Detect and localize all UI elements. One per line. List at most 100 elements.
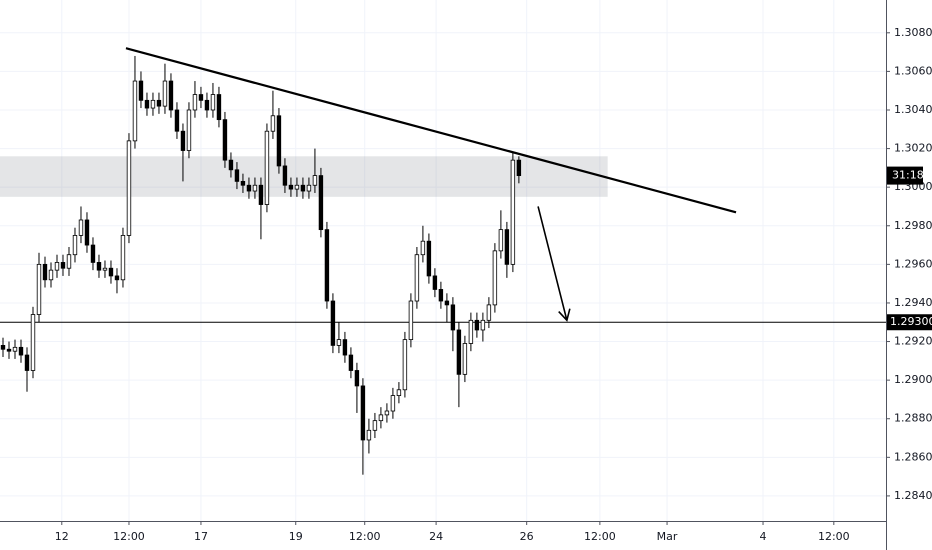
candle-body <box>420 240 426 256</box>
candle-body <box>36 263 42 315</box>
candle-body <box>468 319 474 344</box>
x-tick-label: 12:00 <box>584 530 616 543</box>
candle-body <box>234 169 240 182</box>
line-price-label: 1.29300 <box>890 315 932 328</box>
candle-body <box>186 109 192 151</box>
candle-body <box>270 115 276 132</box>
candle-body <box>180 130 186 151</box>
candle-body <box>408 300 414 341</box>
candle-body <box>132 80 138 142</box>
candle-body <box>18 346 24 356</box>
candle-body <box>438 289 444 302</box>
y-tick-label: 1.28400 <box>894 489 932 502</box>
x-tick-label: 26 <box>520 530 534 543</box>
y-tick-label: 1.28600 <box>894 450 932 463</box>
candle-body <box>258 184 264 205</box>
candle-body <box>300 184 306 192</box>
y-tick-label: 1.29800 <box>894 219 932 232</box>
x-tick-label: Mar <box>657 530 678 543</box>
candle-body <box>210 94 216 111</box>
y-tick-label: 1.30200 <box>894 142 932 155</box>
x-tick-label: 12:00 <box>113 530 145 543</box>
y-tick-label: 1.30400 <box>894 103 932 116</box>
candle-body <box>390 395 396 412</box>
candle-body <box>246 184 252 192</box>
candle-body <box>312 175 318 186</box>
candle-body <box>360 385 366 441</box>
trend-line <box>125 47 737 214</box>
x-tick-label: 12:00 <box>818 530 850 543</box>
candle-body <box>120 235 126 281</box>
candle-body <box>108 267 114 277</box>
candle-body <box>276 115 282 167</box>
y-tick-label: 1.29000 <box>894 373 932 386</box>
candle-body <box>510 159 516 265</box>
candle-body <box>0 345 6 350</box>
candle-body <box>330 300 336 346</box>
candle-body <box>498 229 504 252</box>
candle-body <box>426 240 432 277</box>
candle-body <box>366 429 372 441</box>
candle-body <box>66 254 72 269</box>
y-tick-label: 1.30600 <box>894 64 932 77</box>
candle-body <box>516 159 522 176</box>
candle-body <box>114 275 120 281</box>
candle-body <box>384 410 390 416</box>
candle-body <box>378 414 384 422</box>
candle-body <box>324 229 330 302</box>
candle-body <box>48 269 54 281</box>
candle-body <box>90 244 96 263</box>
candle-body <box>204 99 210 111</box>
candle-body <box>456 329 462 375</box>
candle-body <box>402 339 408 391</box>
candle-body <box>102 267 108 271</box>
candle-body <box>12 346 18 352</box>
candle-body <box>54 262 60 271</box>
candle-body <box>144 99 150 109</box>
candle-body <box>288 184 294 190</box>
candle-body <box>348 354 354 371</box>
candle-body <box>486 304 492 321</box>
candle-body <box>198 94 204 101</box>
countdown-box <box>887 166 923 185</box>
candle-body <box>372 420 378 431</box>
candle-body <box>30 314 36 371</box>
candle-body <box>264 130 270 205</box>
candle-body <box>294 184 300 190</box>
x-tick-label: 17 <box>194 530 208 543</box>
candle-body <box>306 184 312 192</box>
candle-body <box>240 180 246 186</box>
candle-body <box>444 300 450 306</box>
candle-body <box>474 319 480 331</box>
candle-body <box>318 175 324 231</box>
candle-body <box>78 219 84 236</box>
candle-body <box>282 165 288 186</box>
candle-body <box>60 262 66 269</box>
countdown-label: 31:18 <box>892 169 924 182</box>
candle-body <box>336 339 342 346</box>
y-tick-label: 1.29600 <box>894 257 932 270</box>
candle-body <box>72 235 78 256</box>
x-tick-label: 4 <box>760 530 767 543</box>
candle-body <box>504 229 510 265</box>
arrow <box>537 206 571 322</box>
candle-body <box>6 348 12 352</box>
candle-body <box>492 250 498 306</box>
candle-body <box>396 389 402 396</box>
candle-body <box>24 354 30 371</box>
y-tick-label: 1.28800 <box>894 412 932 425</box>
y-tick-label: 1.29400 <box>894 296 932 309</box>
candle-body <box>222 119 228 161</box>
candle-body <box>168 80 174 111</box>
y-tick-label: 1.29200 <box>894 335 932 348</box>
x-tick-label: 19 <box>289 530 303 543</box>
candle-body <box>252 184 258 192</box>
y-tick-label: 1.30800 <box>894 26 932 39</box>
candle-body <box>228 159 234 171</box>
candle-body <box>150 99 156 109</box>
candle-body <box>84 219 90 246</box>
candle-body <box>462 343 468 375</box>
line-price-box <box>887 314 932 331</box>
